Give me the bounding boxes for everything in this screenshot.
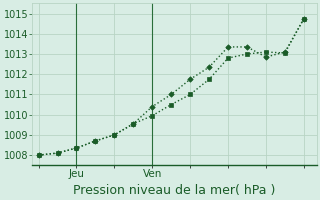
X-axis label: Pression niveau de la mer( hPa ): Pression niveau de la mer( hPa ) bbox=[73, 184, 276, 197]
